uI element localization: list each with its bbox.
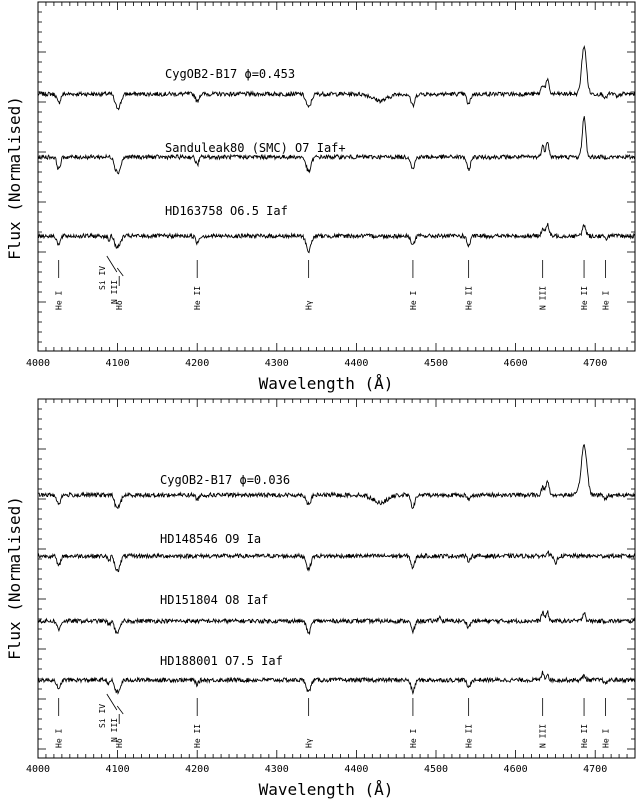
- line-id-label: N III: [539, 724, 548, 748]
- spectrum-label: HD163758 O6.5 Iaf: [165, 204, 288, 218]
- x-tick-label: 4000: [26, 358, 50, 369]
- line-id-label: N III: [110, 280, 119, 304]
- line-id-label: He II: [465, 724, 474, 748]
- top-panel: 4000 4100 4200 4300 4400 4500 4600 4700 CygOB2-…: [5, 1, 636, 393]
- line-id-label: He I: [55, 729, 64, 748]
- bottom-y-axis-title: Flux (Normalised): [5, 496, 24, 660]
- spectrum-label: HD151804 O8 Iaf: [160, 593, 268, 607]
- x-tick-label: 4400: [344, 358, 368, 369]
- x-tick-label: 4400: [344, 764, 368, 775]
- line-id-tick: [106, 693, 118, 711]
- line-id-tick: [106, 255, 118, 273]
- line-id-label: He I: [602, 291, 611, 310]
- x-tick-label: 4200: [185, 764, 209, 775]
- line-id-label: He II: [193, 286, 202, 310]
- x-tick-label: 4300: [265, 764, 289, 775]
- line-id-label: Si IV: [98, 704, 107, 728]
- spectrum-label: CygOB2-B17 ϕ=0.453: [165, 67, 295, 81]
- top-spectra: CygOB2-B17 ϕ=0.453 Sanduleak80 (SMC) O7 I…: [37, 45, 636, 254]
- line-id-label: He II: [580, 724, 589, 748]
- line-id-label: He I: [602, 729, 611, 748]
- spectrum-label: HD188001 O7.5 Iaf: [160, 654, 283, 668]
- line-id-label: He II: [465, 286, 474, 310]
- spectrum-line: [37, 45, 636, 111]
- spectrum-line: [37, 222, 636, 254]
- line-id-label: He I: [409, 291, 418, 310]
- x-tick-label: 4200: [185, 358, 209, 369]
- line-id-label: N III: [539, 286, 548, 310]
- spectrum-line: [37, 670, 636, 695]
- top-x-ticks: 4000 4100 4200 4300 4400 4500 4600 4700: [26, 2, 636, 369]
- spectrum-line: [37, 610, 636, 636]
- x-tick-label: 4100: [106, 358, 130, 369]
- x-tick-label: 4500: [424, 358, 448, 369]
- line-id-label: Hγ: [305, 300, 314, 310]
- bottom-x-ticks: 4000 4100 4200 4300 4400 4500 4600 4700: [26, 399, 636, 775]
- x-tick-label: 4500: [424, 764, 448, 775]
- spectrum-label: Sanduleak80 (SMC) O7 Iaf+: [165, 141, 346, 155]
- line-id-tick: [116, 705, 124, 715]
- line-id-tick: [116, 267, 124, 277]
- x-tick-label: 4700: [583, 358, 607, 369]
- top-x-axis-title: Wavelength (Å): [259, 374, 394, 393]
- bottom-plot-frame: [37, 398, 636, 759]
- line-id-label: Si IV: [98, 266, 107, 290]
- bottom-x-axis-title: Wavelength (Å): [259, 780, 394, 799]
- line-id-label: He I: [55, 291, 64, 310]
- line-id-label: He II: [580, 286, 589, 310]
- line-id-label: Hδ: [115, 300, 124, 310]
- spectrum-line: [37, 444, 636, 510]
- top-y-axis-title: Flux (Normalised): [5, 96, 24, 260]
- line-id-label: N III: [110, 718, 119, 742]
- bottom-panel: 4000 4100 4200 4300 4400 4500 4600 4700 CygOB2-…: [5, 398, 636, 799]
- bottom-spectra: CygOB2-B17 ϕ=0.036 HD148546 O9 Ia HD151804…: [37, 444, 636, 695]
- x-tick-label: 4000: [26, 764, 50, 775]
- x-tick-label: 4100: [106, 764, 130, 775]
- x-tick-label: 4700: [583, 764, 607, 775]
- top-plot-frame: [37, 1, 636, 352]
- x-tick-label: 4600: [504, 358, 528, 369]
- line-id-label: He II: [193, 724, 202, 748]
- x-tick-label: 4600: [504, 764, 528, 775]
- spectrum-line: [37, 550, 636, 573]
- x-tick-label: 4300: [265, 358, 289, 369]
- spectrum-label: CygOB2-B17 ϕ=0.036: [160, 473, 290, 487]
- spectrum-label: HD148546 O9 Ia: [160, 532, 261, 546]
- line-id-label: He I: [409, 729, 418, 748]
- line-id-label: Hγ: [305, 738, 314, 748]
- line-id-label: Hδ: [115, 738, 124, 748]
- spectrum-line: [37, 116, 636, 175]
